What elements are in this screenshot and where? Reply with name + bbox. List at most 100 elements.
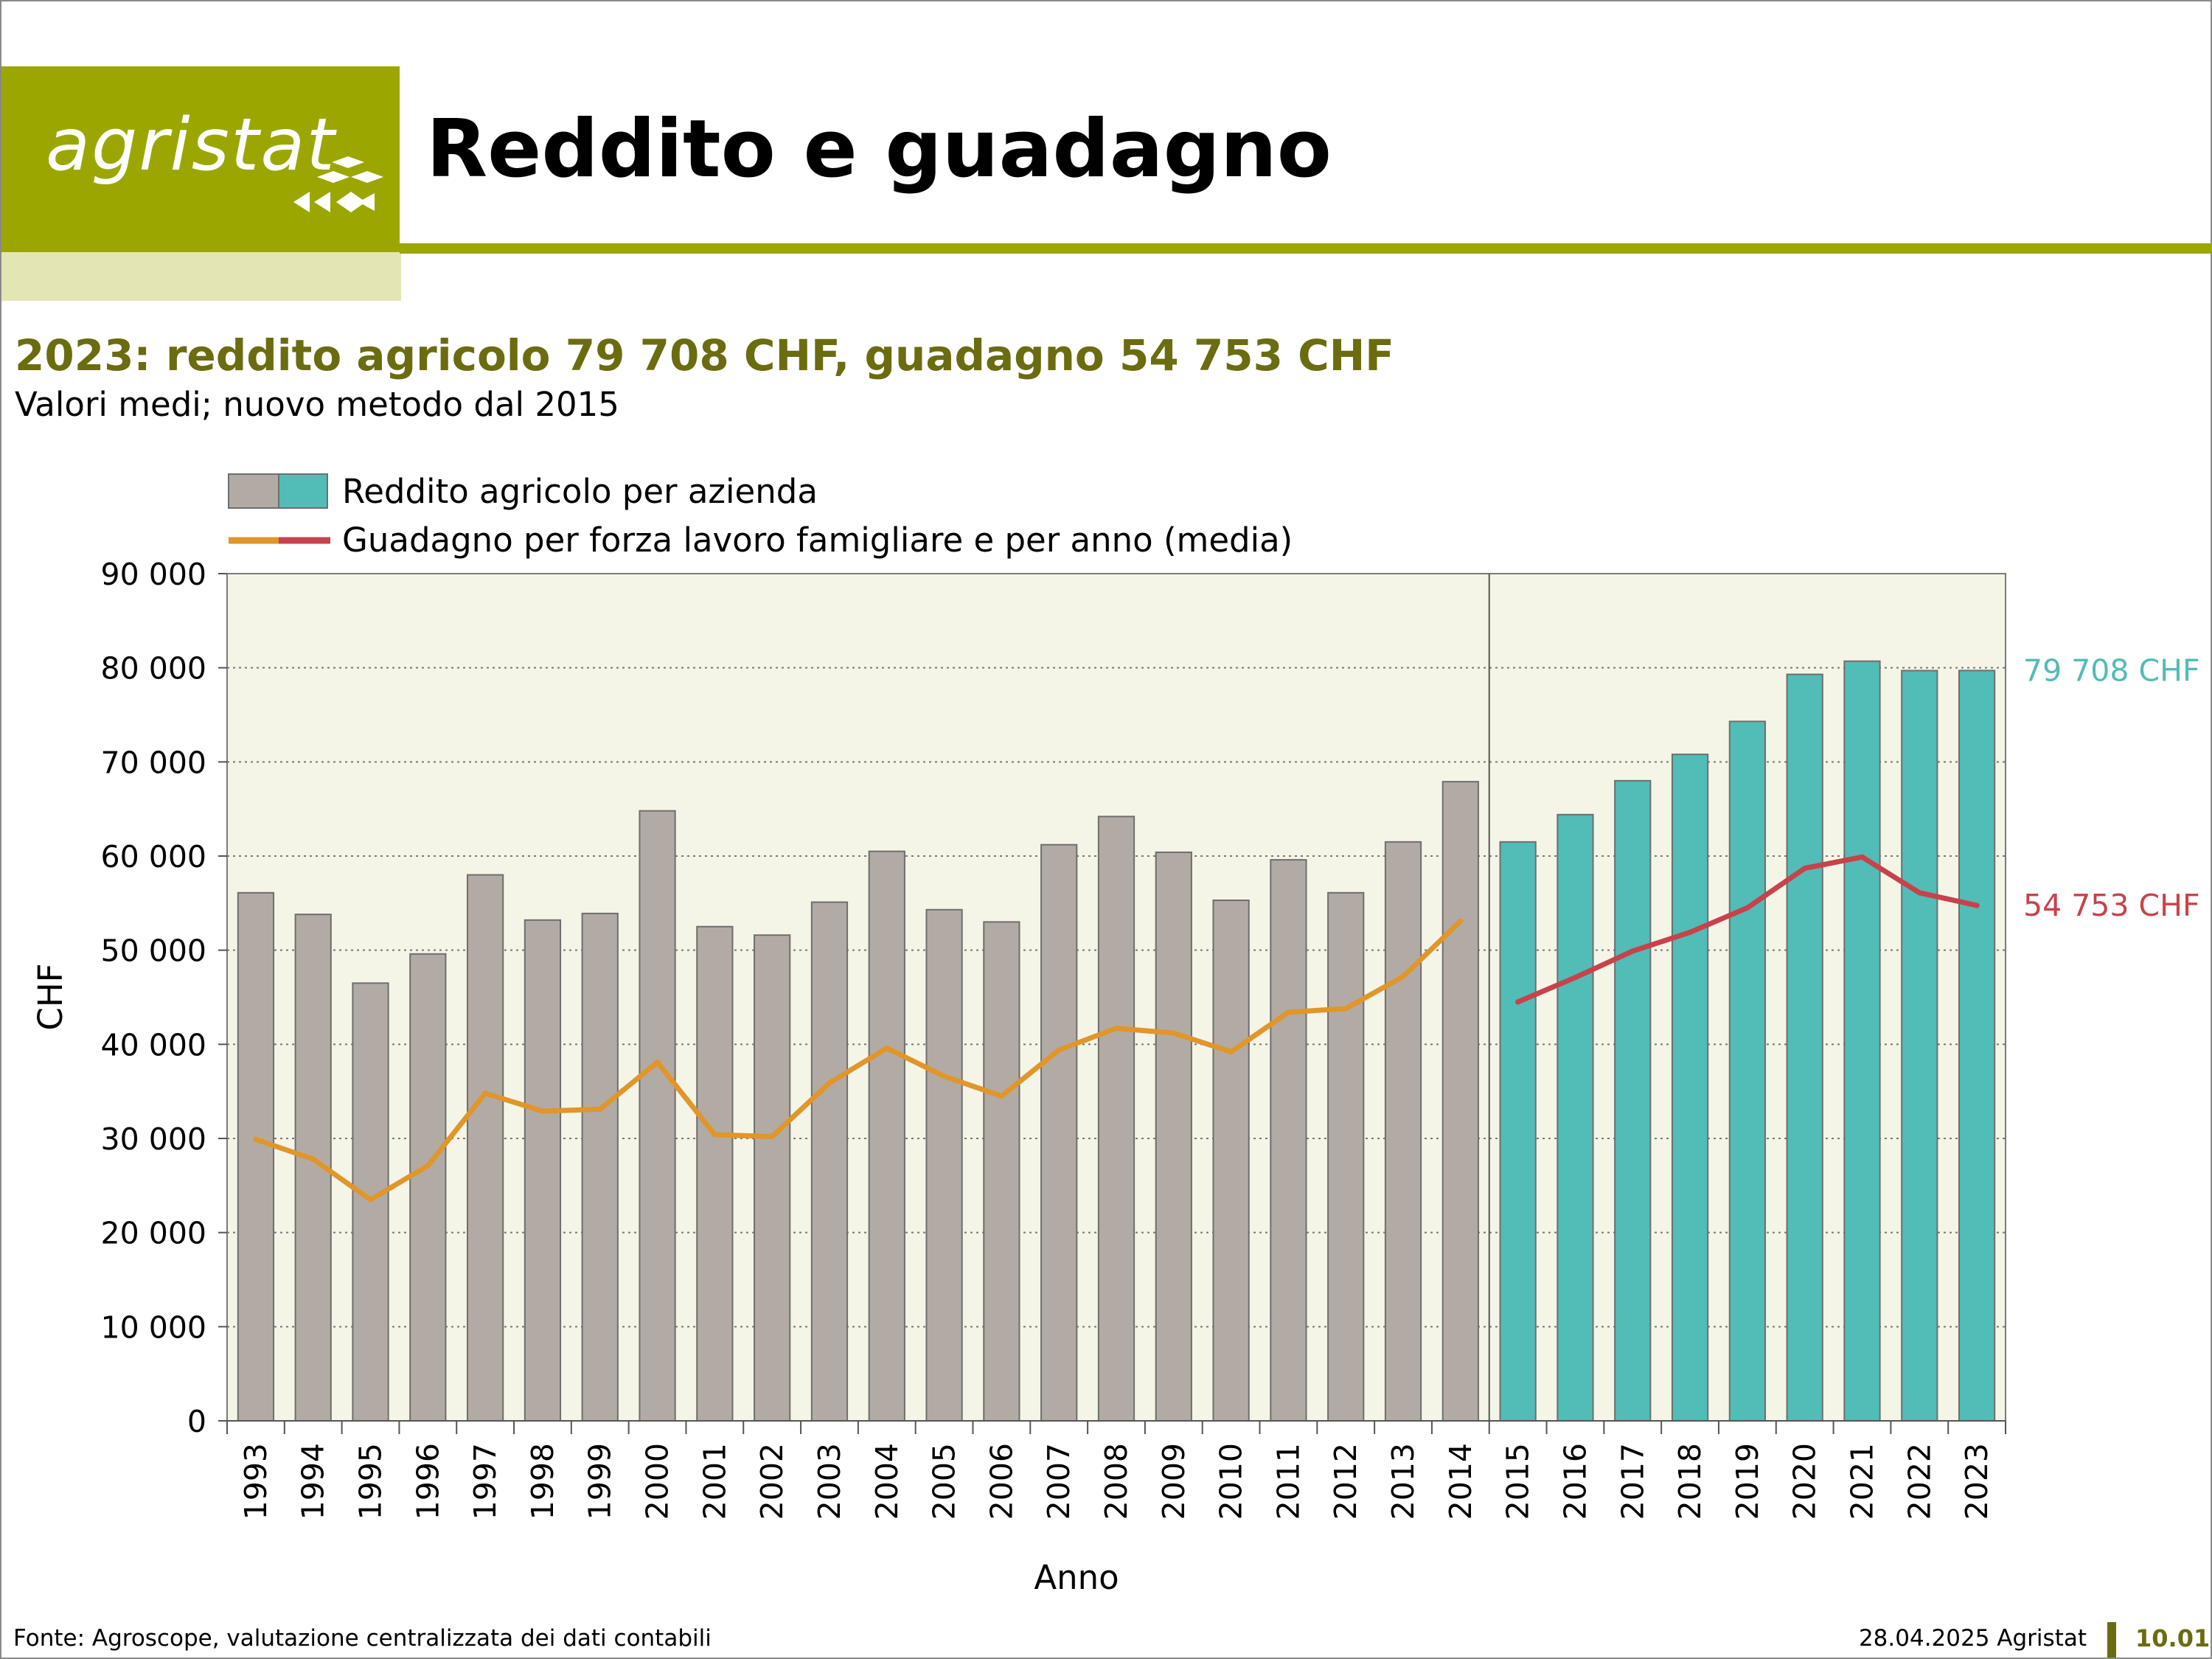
bar-2010 (1212, 900, 1250, 1422)
line-point-1997 (482, 1091, 488, 1096)
line-point-2007 (1056, 1047, 1062, 1053)
header-rule (400, 243, 2212, 254)
line-point-1999 (597, 1106, 603, 1112)
bar-2006 (983, 921, 1020, 1422)
y-tick-label: 60 000 (101, 839, 206, 874)
line-point-1995 (368, 1197, 374, 1203)
y-tick-label: 0 (187, 1404, 206, 1439)
line-point-2012 (1343, 1006, 1349, 1012)
x-tick-label: 1997 (467, 1443, 503, 1520)
line-point-2000 (655, 1060, 661, 1065)
x-tick-label: 2023 (1959, 1443, 1994, 1520)
line-point-1996 (425, 1163, 431, 1169)
y-tick-label: 30 000 (101, 1121, 206, 1157)
chart-headline: 2023: reddito agricolo 79 708 CHF, guada… (15, 330, 1394, 380)
x-tick-label: 2017 (1615, 1443, 1650, 1520)
x-tick-label: 2012 (1328, 1443, 1363, 1520)
bar-2019 (1728, 720, 1766, 1422)
bar-2004 (868, 850, 905, 1422)
x-tick-label: 1998 (525, 1443, 560, 1520)
legend-label-line: Guadagno per forza lavoro famigliare e p… (342, 521, 1293, 560)
line-point-2015 (1515, 999, 1521, 1005)
x-tick-label: 2007 (1041, 1443, 1077, 1520)
x-tick-label: 2015 (1500, 1443, 1536, 1520)
line-point-2022 (1916, 890, 1922, 896)
bar-2000 (639, 810, 676, 1422)
x-tick-label: 1995 (353, 1443, 389, 1520)
footer-divider (2107, 1622, 2116, 1658)
line-point-2008 (1113, 1026, 1119, 1032)
x-tick-label: 1996 (410, 1443, 445, 1520)
logo-band (1, 252, 401, 301)
bar-2002 (754, 934, 791, 1422)
bar-2008 (1097, 815, 1135, 1422)
bar-2014 (1441, 781, 1479, 1422)
x-tick-label: 2016 (1557, 1443, 1593, 1520)
line-point-2016 (1572, 975, 1578, 981)
bar-2009 (1155, 851, 1192, 1422)
y-tick-label: 80 000 (101, 651, 206, 686)
line-point-1998 (540, 1108, 546, 1114)
y-tick-label: 90 000 (101, 557, 206, 592)
line-point-2006 (998, 1093, 1004, 1099)
y-tick-label: 50 000 (101, 933, 206, 969)
bar-1999 (581, 912, 619, 1422)
legend-swatch-bar-old (228, 473, 279, 509)
x-tick-label: 2014 (1443, 1443, 1478, 1520)
y-tick-label: 20 000 (101, 1216, 206, 1251)
x-tick-label: 2013 (1385, 1443, 1421, 1520)
guadagno-line-old-method (253, 918, 1464, 1203)
x-tick-label: 2022 (1902, 1443, 1937, 1520)
x-tick-label: 2019 (1730, 1443, 1765, 1520)
line-point-2003 (827, 1080, 832, 1086)
bar-2016 (1557, 813, 1594, 1422)
line-point-2009 (1171, 1030, 1177, 1036)
x-tick-label: 2004 (869, 1443, 905, 1520)
line-point-2001 (712, 1132, 717, 1138)
line-point-2010 (1228, 1049, 1234, 1055)
bar-1993 (237, 891, 275, 1422)
line-last-value-label: 54 753 CHF (2023, 888, 2200, 923)
line-point-2014 (1458, 918, 1464, 924)
y-tick-label: 10 000 (101, 1310, 206, 1345)
line-point-2011 (1285, 1009, 1291, 1015)
bar-1996 (409, 953, 447, 1422)
x-tick-label: 2002 (754, 1443, 790, 1520)
x-tick-label: 2005 (927, 1443, 962, 1520)
x-tick-label: 2021 (1844, 1443, 1879, 1520)
bar-1998 (524, 919, 562, 1422)
page-number: 10.01 (2135, 1624, 2211, 1652)
line-point-2018 (1687, 929, 1693, 935)
legend-swatch-bar-new (278, 473, 328, 509)
line-point-2020 (1802, 866, 1808, 872)
line-point-2017 (1630, 948, 1635, 954)
x-tick-label: 2008 (1099, 1443, 1134, 1520)
x-tick-label: 2003 (812, 1443, 847, 1520)
footer-source: Fonte: Agroscope, valutazione centralizz… (13, 1625, 712, 1652)
line-point-2019 (1745, 905, 1750, 911)
page-title: Reddito e guadagno (426, 103, 1332, 195)
x-tick-label: 1999 (582, 1443, 618, 1520)
chart-subtitle: Valori medi; nuovo metodo dal 2015 (15, 385, 619, 424)
bar-2011 (1270, 859, 1307, 1422)
bar-1997 (467, 874, 504, 1422)
x-tick-label: 2018 (1672, 1443, 1708, 1520)
line-point-2021 (1859, 854, 1865, 860)
x-tick-label: 2006 (984, 1443, 1019, 1520)
line-point-2013 (1400, 973, 1406, 979)
x-tick-label: 2010 (1214, 1443, 1249, 1520)
x-tick-label: 2001 (697, 1443, 732, 1520)
bar-2017 (1614, 779, 1652, 1422)
bar-2005 (925, 908, 963, 1422)
logo-diamonds-icon (293, 156, 383, 212)
x-tick-label: 2000 (640, 1443, 675, 1520)
x-axis-title: Anno (1034, 1558, 1119, 1597)
legend-label-bars: Reddito agricolo per azienda (342, 472, 818, 511)
x-tick-label: 1994 (296, 1443, 331, 1520)
bar-2007 (1040, 844, 1078, 1422)
bar-2001 (696, 925, 734, 1422)
line-point-1994 (310, 1156, 316, 1162)
logo-text: agristat (46, 103, 336, 187)
